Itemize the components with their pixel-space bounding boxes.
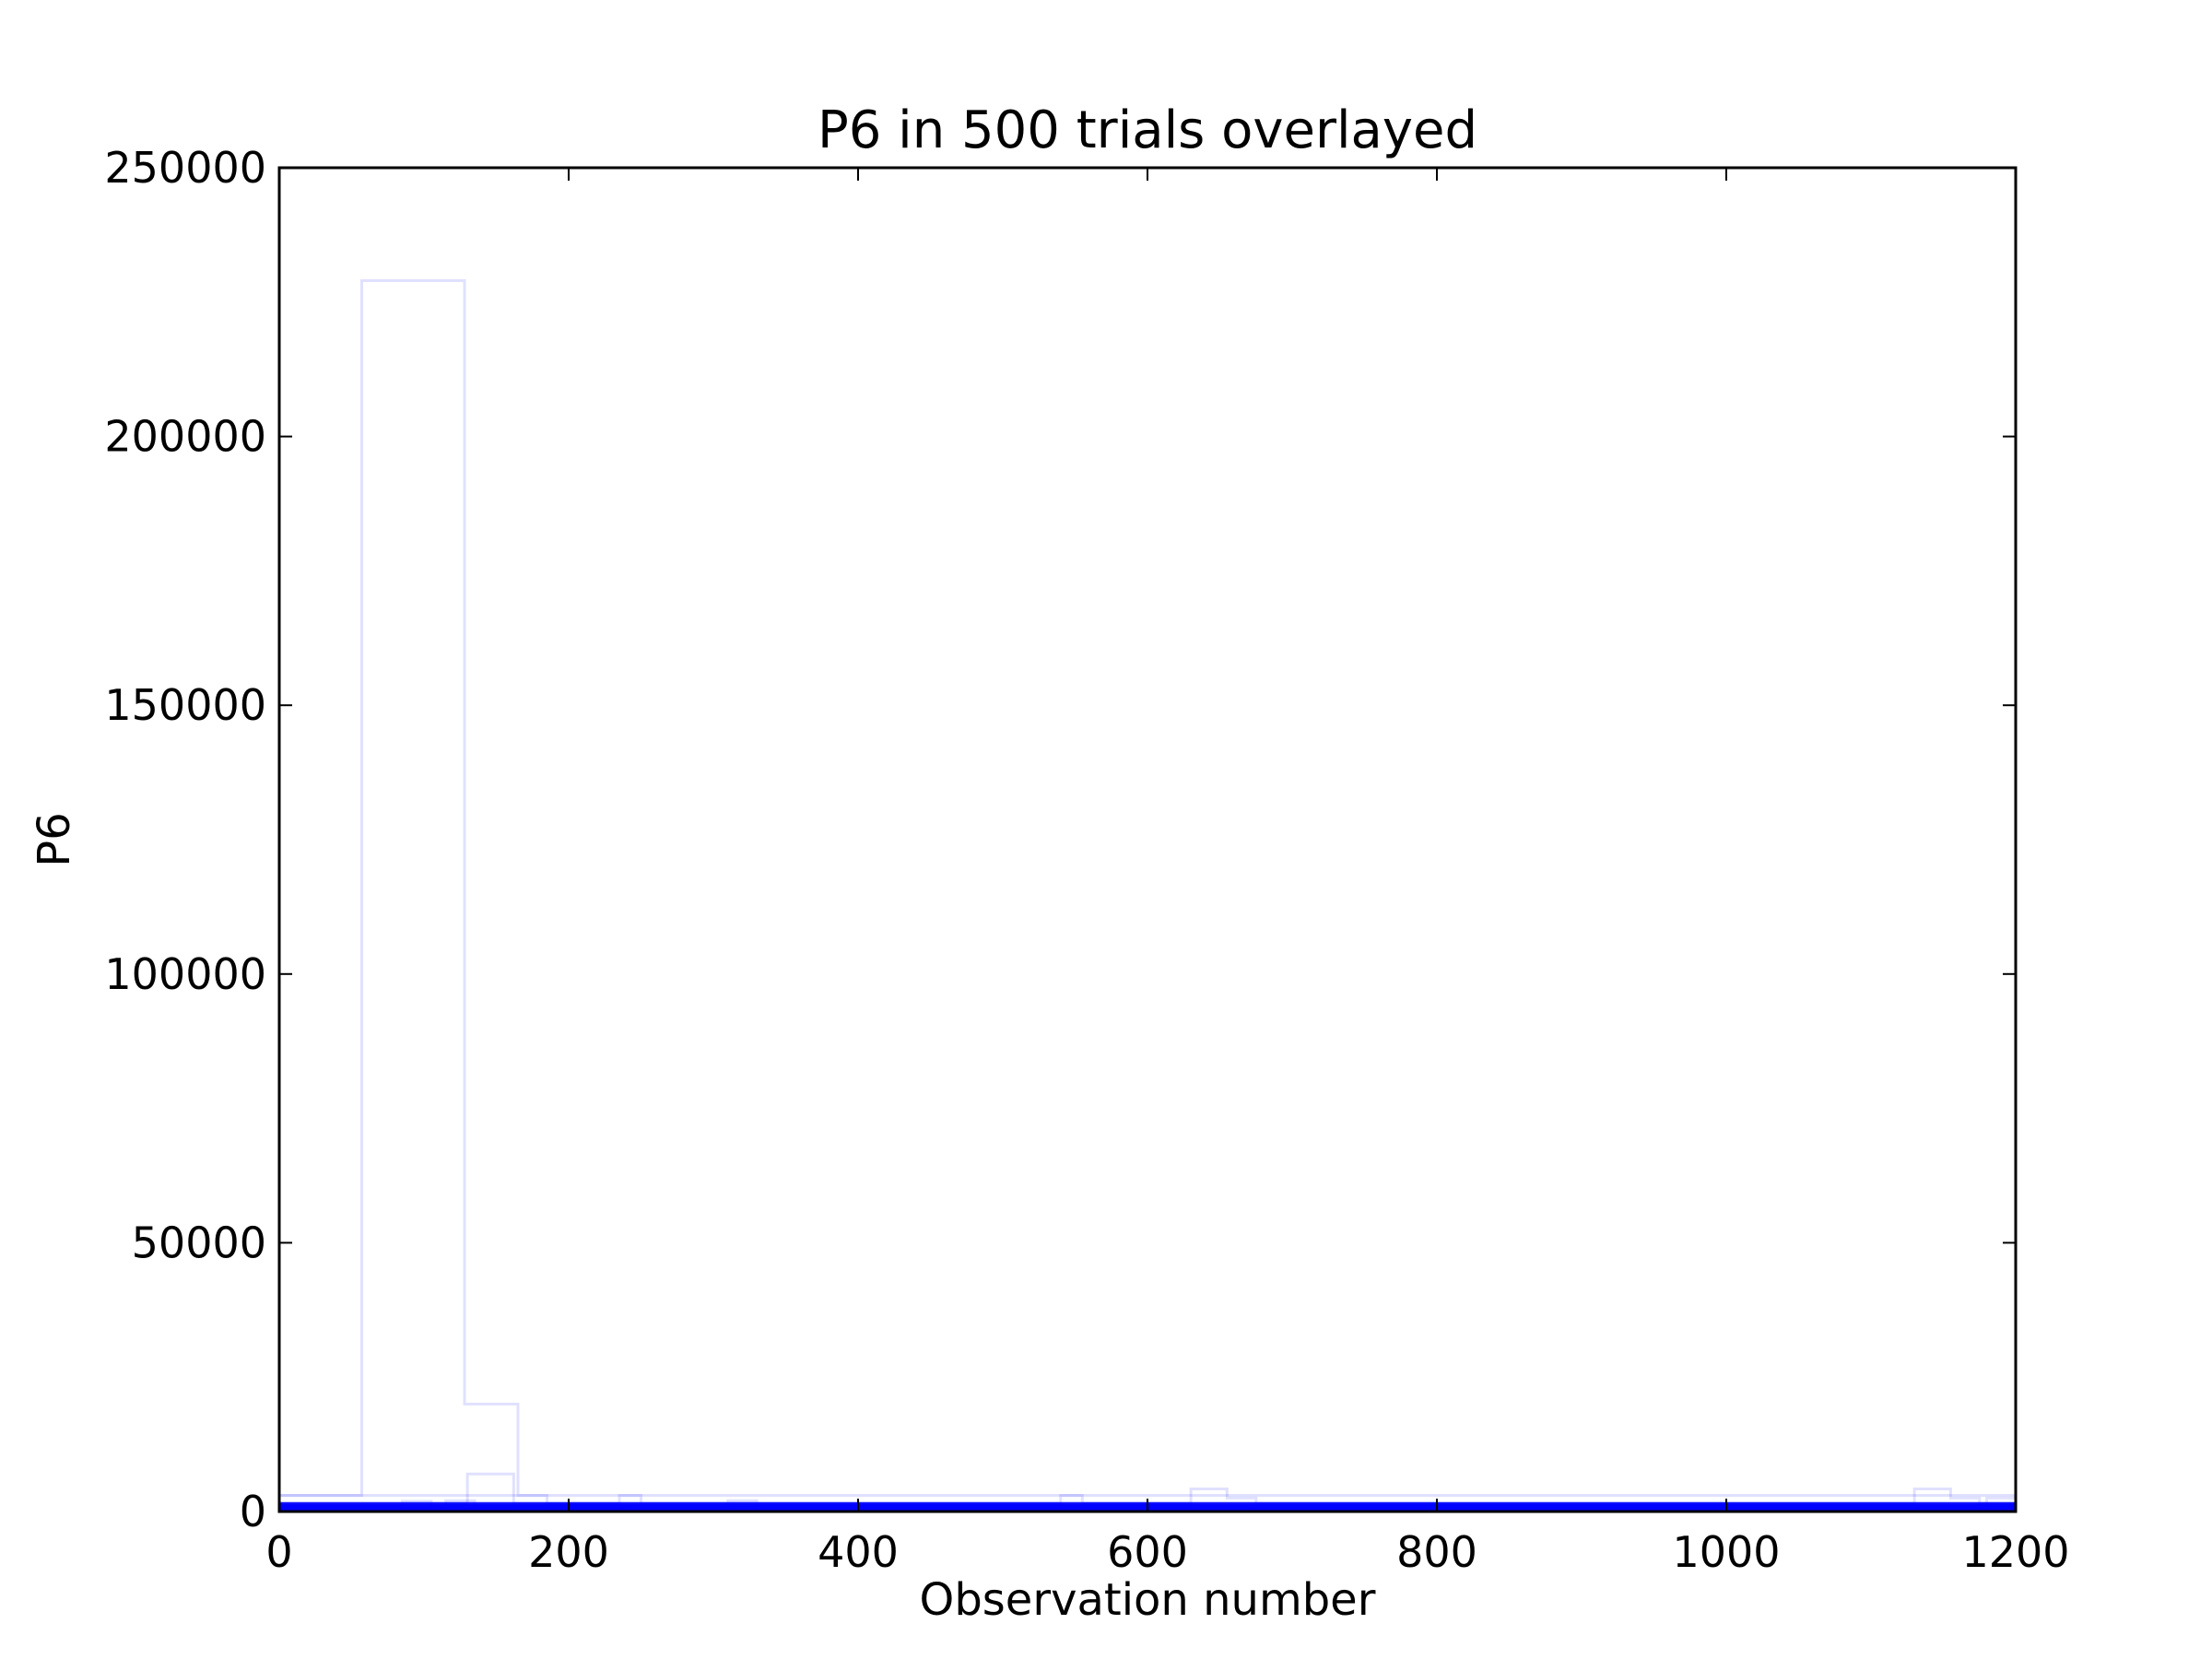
chart-title: P6 in 500 trials overlayed bbox=[818, 100, 1477, 160]
trial-line-3 bbox=[279, 1499, 2016, 1509]
y-tick-label: 250000 bbox=[104, 143, 266, 193]
y-tick-label: 200000 bbox=[104, 412, 266, 462]
plot-frame bbox=[277, 166, 2018, 1513]
y-tick-label: 0 bbox=[240, 1487, 266, 1536]
y-tick-label: 50000 bbox=[132, 1218, 266, 1267]
series-layer bbox=[279, 279, 2016, 1512]
ticks-layer: 0 200 400 600 800 1000 1200 0 50000 100000 150000 2… bbox=[104, 143, 2069, 1577]
x-tick-label: 1200 bbox=[1961, 1527, 2069, 1577]
x-tick-label: 600 bbox=[1107, 1527, 1188, 1577]
x-tick-label: 200 bbox=[528, 1527, 609, 1577]
y-tick-label: 100000 bbox=[104, 949, 266, 999]
y-tick-label: 150000 bbox=[104, 680, 266, 730]
trial-line-0 bbox=[279, 279, 2016, 1505]
x-tick-label: 0 bbox=[265, 1527, 292, 1577]
y-axis-label: P6 bbox=[29, 812, 80, 866]
x-tick-label: 1000 bbox=[1672, 1527, 1780, 1577]
x-tick-label: 800 bbox=[1396, 1527, 1477, 1577]
x-axis-label: Observation number bbox=[920, 1574, 1376, 1626]
trial-line-1 bbox=[279, 1472, 2016, 1505]
trial-line-4 bbox=[279, 1496, 2016, 1510]
x-tick-label: 400 bbox=[818, 1527, 899, 1577]
